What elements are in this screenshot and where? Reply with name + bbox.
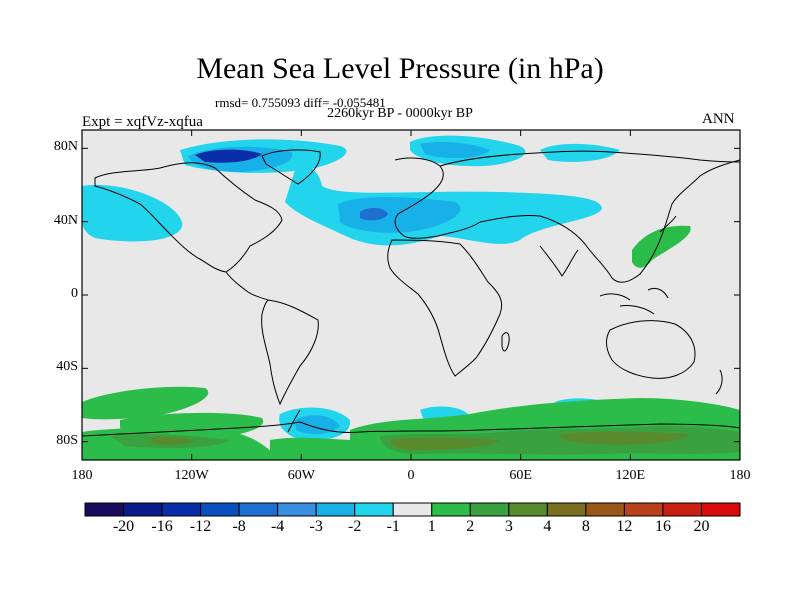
north-america-coast — [94, 162, 283, 273]
greenland-coast — [261, 149, 321, 185]
central-america-coast — [225, 271, 269, 301]
colorbar — [84, 502, 741, 517]
colorbar-swatch — [662, 502, 702, 517]
colorbar-label: 1 — [427, 518, 436, 535]
x-tick-label: 120E — [615, 468, 646, 483]
colorbar-label: -2 — [348, 518, 362, 535]
new-zealand-coast — [715, 369, 723, 395]
coastlines — [82, 149, 740, 437]
antarctic-mid-anomaly — [270, 437, 350, 460]
siberia-coast — [439, 150, 740, 167]
australia-coast — [605, 320, 696, 379]
asia-coast — [479, 159, 740, 283]
se-asia-islands — [599, 287, 669, 315]
colorbar-swatch — [700, 502, 741, 517]
antarctic-west-core-2 — [150, 437, 195, 445]
japan-coast — [659, 215, 677, 233]
colorbar-label: 20 — [693, 518, 710, 535]
x-tick-label: 0 — [407, 468, 415, 483]
colorbar-label: -4 — [270, 518, 285, 535]
siberia-anomaly — [540, 143, 620, 162]
y-tick-label: 40N — [53, 212, 78, 228]
y-axis-ticks — [82, 147, 740, 443]
colorbar-swatch — [546, 502, 587, 517]
africa-coast — [387, 239, 503, 377]
colorbar-label: -1 — [386, 518, 400, 535]
colorbar-label: -8 — [232, 518, 246, 535]
colorbar-swatch — [123, 502, 163, 517]
colorbar-swatch — [277, 502, 317, 517]
y-tick-label: 80S — [56, 432, 78, 448]
colorbar-swatch — [585, 502, 625, 517]
south-america-coast — [261, 299, 319, 406]
colorbar-swatch — [200, 502, 240, 517]
east-asia-anomaly — [632, 225, 691, 268]
india-coast — [539, 245, 579, 277]
x-tick-label: 180 — [729, 468, 751, 483]
experiment-label: Expt = xqfVz-xqfua — [82, 114, 203, 130]
colorbar-swatch — [354, 502, 394, 517]
colorbar-label: 2 — [466, 518, 475, 535]
colorbar-swatch — [238, 502, 279, 517]
y-tick-label: 0 — [71, 286, 78, 301]
colorbar-label: -16 — [151, 518, 173, 535]
x-tick-label: 120W — [174, 468, 209, 483]
eurasia-core-anomaly — [338, 197, 461, 233]
colorbar-swatch — [469, 502, 510, 517]
weddell-core — [295, 415, 340, 435]
colorbar-label: 4 — [543, 518, 552, 535]
antarctic-core-high — [390, 437, 500, 450]
north-pacific-anomaly — [82, 184, 183, 242]
colorbar-label: 16 — [654, 518, 671, 535]
colorbar-label: 3 — [504, 518, 513, 535]
colorbar-swatch — [84, 502, 125, 517]
colorbar-swatch — [315, 502, 356, 517]
colorbar-label: -20 — [112, 518, 135, 535]
plot-title: Mean Sea Level Pressure (in hPa) — [196, 52, 604, 85]
season-label: ANN — [702, 111, 735, 127]
colorbar-swatch — [431, 502, 471, 517]
anomaly-fields — [82, 135, 740, 460]
antarctic-core-high-2 — [560, 431, 690, 445]
colorbar-swatch — [392, 502, 433, 517]
colorbar-label: -3 — [309, 518, 323, 535]
eurasia-deep-anomaly — [360, 208, 388, 221]
colorbar-label: -12 — [189, 518, 212, 535]
antarctic-peninsula — [287, 409, 301, 433]
arctic-russia-core — [420, 142, 490, 159]
x-tick-label: 60E — [509, 468, 532, 483]
rmsd-diff-stats: rmsd= 0.755093 diff= -0.055481 — [215, 95, 386, 110]
y-tick-label: 40S — [56, 359, 78, 375]
south-pacific-anomaly — [82, 386, 209, 420]
colorbar-swatch — [508, 502, 548, 517]
time-period: 2260kyr BP - 0000kyr BP — [327, 106, 473, 121]
x-axis-ticks — [81, 130, 741, 460]
antarctica-coast — [82, 421, 740, 437]
y-tick-label: 80N — [53, 139, 78, 155]
colorbar-label: 12 — [616, 518, 633, 535]
colorbar-swatch — [623, 502, 664, 517]
madagascar-coast — [501, 332, 510, 352]
greenland-deep-anomaly — [195, 149, 262, 163]
x-tick-label: 180 — [71, 468, 93, 483]
x-tick-label: 60W — [287, 468, 315, 483]
colorbar-swatch — [161, 502, 202, 517]
colorbar-label: 8 — [581, 518, 590, 535]
